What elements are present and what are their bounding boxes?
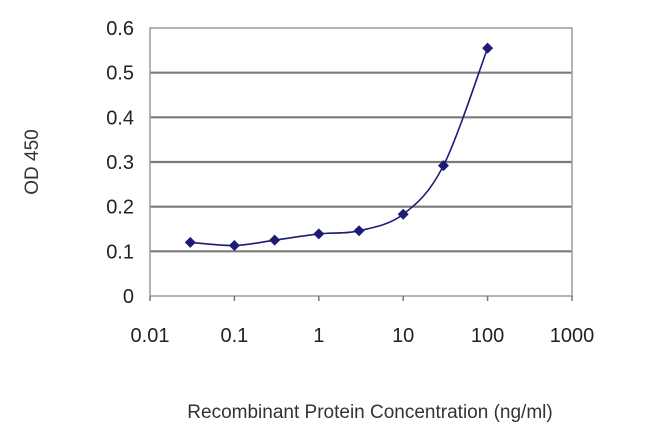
series-line (190, 47, 489, 247)
data-point (437, 160, 449, 172)
data-point (482, 42, 494, 54)
series-markers (184, 42, 494, 252)
y-tick-label: 0.6 (106, 18, 134, 40)
y-axis-ticks: 0 0.1 0.2 0.3 0.4 0.5 0.6 (106, 18, 134, 308)
y-tick-label: 0.3 (106, 152, 134, 174)
x-axis-ticks: 0.01 0.1 1 10 100 1000 (131, 296, 595, 347)
x-tick-label: 0.1 (220, 325, 248, 347)
y-tick-label: 0.5 (106, 63, 134, 85)
data-point (353, 225, 365, 237)
y-tick-label: 0.2 (106, 197, 134, 219)
y-axis-label: OD 450 (22, 129, 43, 194)
y-tick-label: 0.1 (106, 241, 134, 263)
x-tick-label: 0.01 (131, 325, 170, 347)
x-tick-label: 100 (471, 325, 504, 347)
x-tick-label: 1 (313, 325, 324, 347)
data-point (228, 240, 240, 252)
x-axis-label: Recombinant Protein Concentration (ng/ml… (187, 402, 552, 423)
data-point (184, 236, 196, 248)
data-point (397, 208, 409, 220)
data-point (269, 234, 281, 246)
x-tick-label: 10 (392, 325, 414, 347)
y-tick-label: 0.4 (106, 107, 134, 129)
plot-area-border (149, 27, 573, 297)
y-tick-label: 0 (123, 286, 134, 308)
gridlines (150, 71, 572, 253)
data-point (313, 228, 325, 240)
x-tick-label: 1000 (550, 325, 595, 347)
